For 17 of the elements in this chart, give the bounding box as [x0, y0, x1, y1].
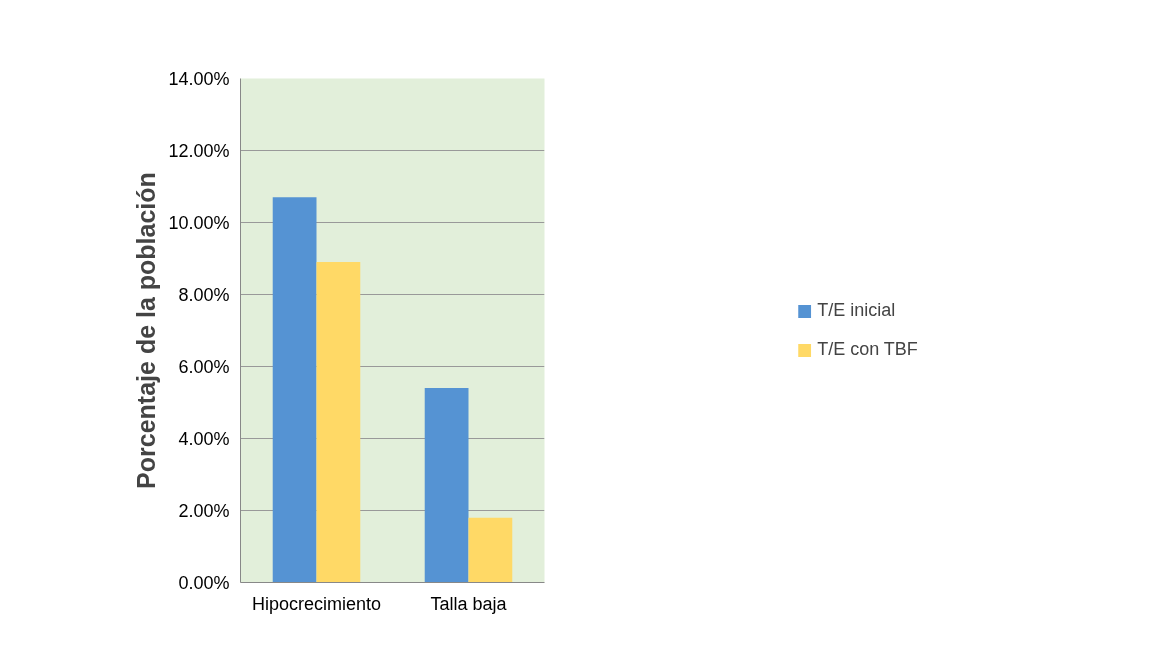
x-tick-label: Talla baja	[430, 593, 508, 614]
y-tick-label: 12.00%	[168, 140, 230, 161]
y-tick-label: 2.00%	[178, 500, 230, 521]
y-tick-label: 0.00%	[178, 572, 230, 593]
bar	[316, 262, 361, 583]
y-axis-title: Porcentaje de la población	[132, 172, 161, 489]
bar	[272, 197, 317, 583]
legend-label: T/E inicial	[817, 300, 896, 321]
y-tick-label: 14.00%	[168, 68, 230, 89]
legend-label: T/E con TBF	[817, 339, 918, 360]
y-tick-label: 10.00%	[168, 212, 230, 233]
y-tick-label: 4.00%	[178, 428, 230, 449]
bar	[468, 517, 513, 583]
y-tick-label: 8.00%	[178, 284, 230, 305]
x-tick-label: Hipocrecimiento	[251, 593, 382, 614]
y-tick-label: 6.00%	[178, 356, 230, 377]
bar	[424, 388, 469, 583]
